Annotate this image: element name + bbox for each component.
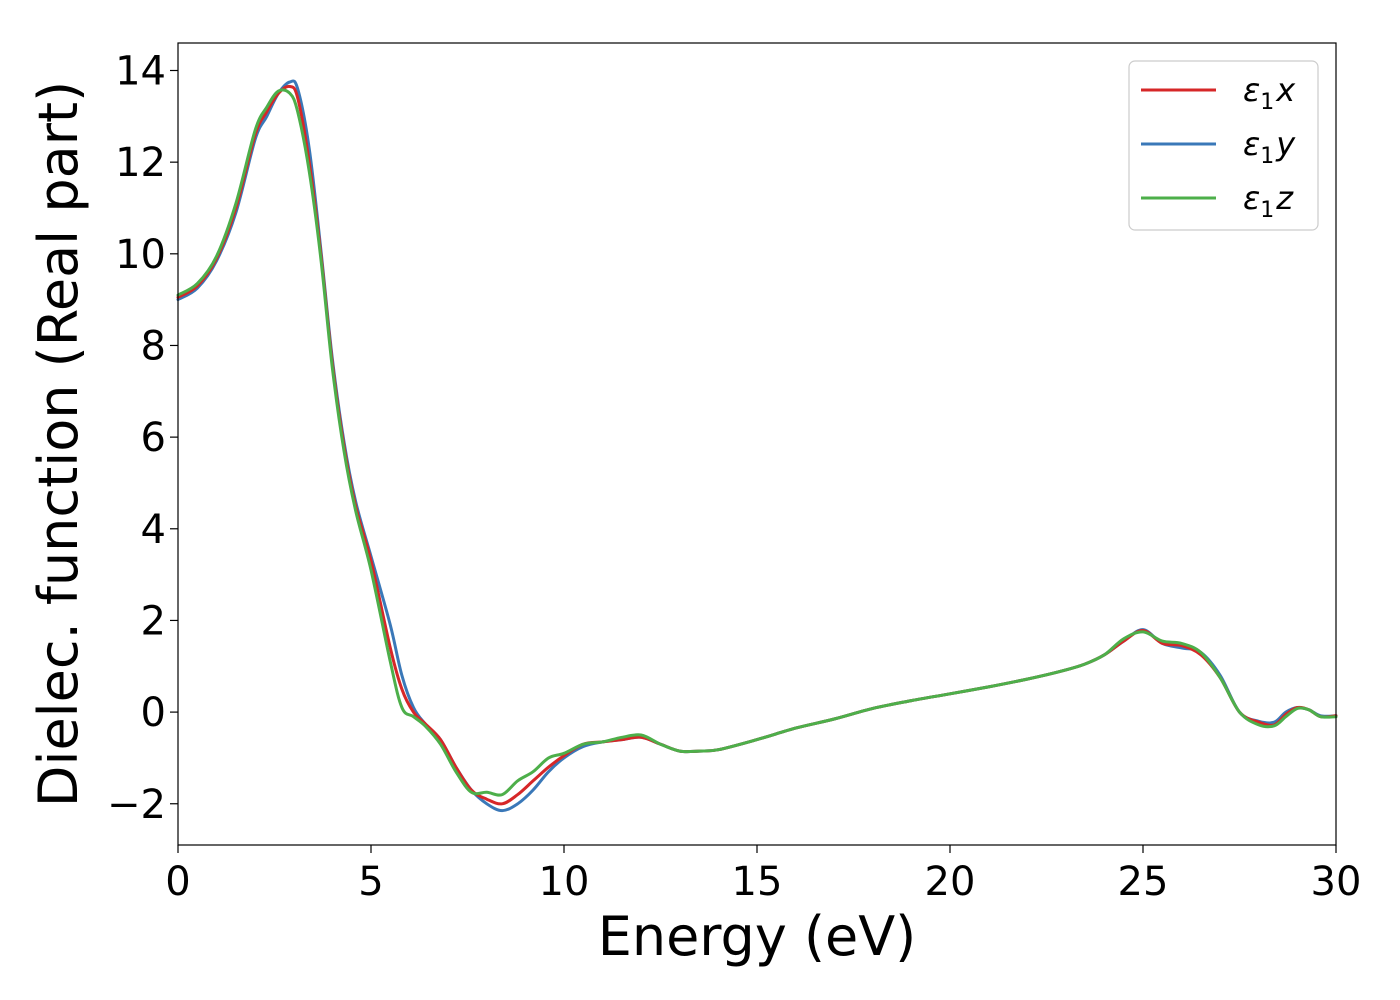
x-tick-label: 15 — [732, 859, 783, 905]
x-axis-title: Energy (eV) — [598, 905, 917, 968]
legend-label-y: ε1y — [1243, 125, 1296, 169]
y-tick-label: −2 — [107, 782, 166, 828]
x-tick-label: 10 — [539, 859, 590, 905]
legend-label-x: ε1x — [1243, 71, 1296, 115]
y-tick-label: 10 — [115, 232, 166, 278]
x-tick-label: 30 — [1311, 859, 1362, 905]
x-tick-label: 0 — [165, 859, 190, 905]
x-tick-label: 25 — [1118, 859, 1169, 905]
y-tick-label: 2 — [141, 598, 166, 644]
y-tick-label: 4 — [141, 507, 166, 553]
legend-label-z: ε1z — [1243, 179, 1294, 223]
legend: ε1x ε1y ε1z — [1128, 60, 1319, 231]
x-axis: 0 5 10 15 20 25 30 — [165, 845, 1361, 905]
y-axis: −2 0 2 4 6 8 10 12 14 — [107, 48, 178, 828]
series-line-z — [176, 88, 1338, 797]
y-tick-label: 8 — [141, 323, 166, 369]
y-tick-label: 0 — [141, 690, 166, 736]
x-tick-label: 20 — [925, 859, 976, 905]
y-tick-label: 14 — [115, 48, 166, 94]
y-tick-label: 12 — [115, 140, 166, 186]
legend-box — [1128, 60, 1319, 231]
y-tick-label: 6 — [141, 415, 166, 461]
x-tick-label: 5 — [358, 859, 383, 905]
series-lines — [176, 79, 1338, 813]
y-axis-title: Dielec. function (Real part) — [27, 81, 90, 807]
